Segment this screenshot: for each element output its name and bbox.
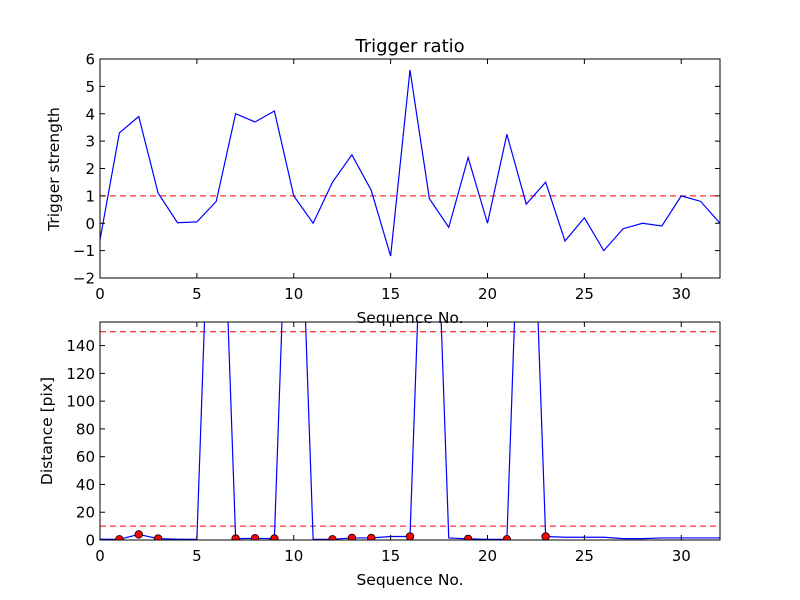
bottom-x-axis-label: Sequence No. <box>356 571 463 589</box>
bottom-y-axis-label: Distance [pix] <box>38 377 56 485</box>
top-y-axis-label: Trigger strength <box>45 107 63 232</box>
bottom-data-point-7 <box>347 533 357 540</box>
bottom-y-tick-label-7: 140 <box>66 337 95 355</box>
top-axes-frame <box>99 58 721 279</box>
bottom-data-point-5 <box>270 534 279 540</box>
top-x-tick-label-1: 5 <box>192 285 202 303</box>
top-series-line-0 <box>100 69 720 257</box>
bottom-data-point-6 <box>328 535 337 540</box>
top-y-tick-label-3: 1 <box>85 187 95 205</box>
bottom-data-point-9 <box>405 532 415 540</box>
top-y-tick-label-0: −2 <box>73 270 95 288</box>
bottom-series-line-0 <box>100 322 720 540</box>
bottom-data-point-1 <box>134 530 143 539</box>
bottom-data-point-0 <box>115 535 124 540</box>
bottom-y-tick-label-3: 60 <box>76 448 95 466</box>
bottom-y-ticks: 0 20 40 60 80 100 120 140 <box>66 337 720 550</box>
top-y-tick-label-6: 4 <box>85 105 95 123</box>
bottom-y-tick-label-1: 20 <box>76 504 95 522</box>
top-plot-area <box>100 69 720 257</box>
top-x-tick-label-5: 25 <box>575 285 594 303</box>
bottom-plot-area <box>100 322 720 540</box>
top-chart: Trigger ratio 0 5 10 15 20 25 30 −2 −1 0 1 2 3 4 5 6 S… <box>45 36 721 327</box>
bottom-x-tick-label-5: 25 <box>575 547 594 565</box>
bottom-y-tick-label-2: 40 <box>76 476 95 494</box>
bottom-axes-frame <box>99 321 721 541</box>
bottom-data-point-10 <box>463 534 473 540</box>
bottom-x-ticks: 0 5 10 15 20 25 30 <box>95 322 691 565</box>
bottom-data-point-12 <box>541 532 550 540</box>
top-y-ticks: −2 −1 0 1 2 3 4 5 6 <box>73 51 720 288</box>
top-y-tick-label-7: 5 <box>85 78 95 96</box>
bottom-y-tick-label-5: 100 <box>66 393 95 411</box>
top-y-tick-label-8: 6 <box>85 51 95 69</box>
bottom-chart: 0 5 10 15 20 25 30 0 20 40 60 80 100 120 140 Sequence… <box>38 321 721 589</box>
top-x-tick-label-3: 15 <box>381 285 400 303</box>
top-y-tick-label-4: 2 <box>85 160 95 178</box>
bottom-y-tick-label-0: 0 <box>85 532 95 550</box>
bottom-data-point-2 <box>153 534 163 540</box>
bottom-x-tick-label-6: 30 <box>672 547 691 565</box>
top-x-tick-label-6: 30 <box>672 285 691 303</box>
bottom-x-tick-label-2: 10 <box>284 547 303 565</box>
top-x-ticks: 0 5 10 15 20 25 30 <box>95 59 691 303</box>
bottom-x-tick-label-0: 0 <box>95 547 105 565</box>
bottom-data-point-8 <box>367 533 376 540</box>
top-x-axis-label: Sequence No. <box>356 309 463 327</box>
bottom-data-point-11 <box>502 535 512 540</box>
bottom-data-point-4 <box>250 534 260 540</box>
bottom-x-tick-label-3: 15 <box>381 547 400 565</box>
bottom-y-tick-label-4: 80 <box>76 420 95 438</box>
bottom-data-point-3 <box>231 534 240 540</box>
top-x-tick-label-4: 20 <box>478 285 497 303</box>
bottom-x-tick-label-4: 20 <box>478 547 497 565</box>
top-chart-title: Trigger ratio <box>354 36 464 57</box>
top-y-tick-label-2: 0 <box>85 215 95 233</box>
top-y-tick-label-5: 3 <box>85 133 95 151</box>
bottom-y-tick-label-6: 120 <box>66 365 95 383</box>
top-y-tick-label-1: −1 <box>73 242 95 260</box>
top-x-tick-label-2: 10 <box>284 285 303 303</box>
top-x-tick-label-0: 0 <box>95 285 105 303</box>
bottom-x-tick-label-1: 5 <box>192 547 202 565</box>
